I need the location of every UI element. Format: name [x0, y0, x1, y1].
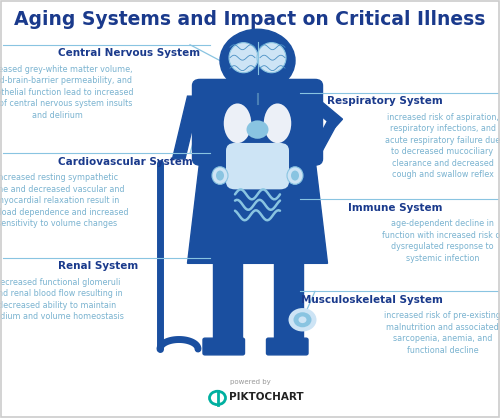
Text: increased resting sympathetic
tone and decreased vascular and
myocardial relaxat: increased resting sympathetic tone and d… — [0, 173, 129, 228]
Polygon shape — [188, 159, 328, 263]
Circle shape — [298, 316, 306, 323]
Text: PIKTOCHART: PIKTOCHART — [229, 392, 304, 402]
Ellipse shape — [287, 167, 303, 184]
Text: Renal System: Renal System — [58, 261, 138, 271]
Ellipse shape — [257, 43, 286, 73]
Polygon shape — [308, 96, 342, 127]
Ellipse shape — [216, 171, 224, 181]
Text: increased risk of pre-existing
malnutrition and associated
sarcopenia, anemia, a: increased risk of pre-existing malnutrit… — [384, 311, 500, 355]
Text: Cardiovascular System: Cardiovascular System — [58, 157, 192, 167]
Text: Aging Systems and Impact on Critical Illness: Aging Systems and Impact on Critical Ill… — [14, 10, 486, 29]
Text: decreased functional glomeruli
and renal blood flow resulting in
decreased abili: decreased functional glomeruli and renal… — [0, 278, 124, 321]
Bar — [274, 257, 302, 343]
Circle shape — [246, 120, 268, 139]
Text: Central Nervous System: Central Nervous System — [58, 48, 200, 58]
Ellipse shape — [229, 43, 258, 73]
Polygon shape — [172, 96, 200, 159]
Circle shape — [294, 312, 312, 327]
Ellipse shape — [224, 103, 252, 143]
FancyBboxPatch shape — [192, 79, 322, 165]
Ellipse shape — [291, 171, 299, 181]
Text: Musculoskeletal System: Musculoskeletal System — [300, 295, 442, 305]
Text: increased grey-white matter volume,
blood-brain-barrier permeability, and
endoth: increased grey-white matter volume, bloo… — [0, 65, 134, 120]
Text: Respiratory System: Respiratory System — [327, 96, 442, 106]
Bar — [212, 257, 242, 343]
Text: increased risk of aspiration,
respiratory infections, and
acute respiratory fail: increased risk of aspiration, respirator… — [385, 113, 500, 179]
Text: powered by: powered by — [230, 380, 270, 385]
Text: Immune System: Immune System — [348, 203, 442, 213]
Text: age-dependent decline in
function with increased risk of
dysregulated response t: age-dependent decline in function with i… — [382, 219, 500, 263]
FancyBboxPatch shape — [226, 143, 289, 189]
Ellipse shape — [212, 167, 228, 184]
FancyBboxPatch shape — [266, 338, 308, 355]
Circle shape — [288, 308, 316, 331]
FancyBboxPatch shape — [203, 338, 244, 355]
Bar — [246, 78, 268, 94]
Polygon shape — [315, 121, 335, 150]
Ellipse shape — [264, 103, 291, 143]
Circle shape — [220, 29, 295, 92]
